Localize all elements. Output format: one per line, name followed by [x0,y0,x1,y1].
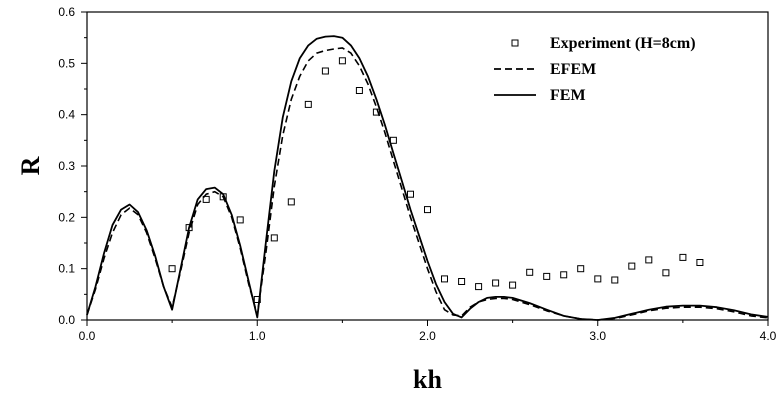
experiment-point [304,100,312,108]
legend-label: Experiment (H=8cm) [550,35,696,52]
experiment-point [407,190,414,198]
experiment-point [509,281,517,289]
experiment-point [441,275,448,283]
y-tick-label: 0.2 [58,210,75,224]
ticks: 0.0 1.0 2.0 3.0 4.0 0.0 0.1 0.2 0.3 0.4 0.5 0.6 [58,5,776,343]
experiment-point [594,275,602,283]
experiment-point [270,234,278,242]
experiment-point [475,283,483,291]
y-tick-label: 0.4 [58,108,75,122]
legend-label: FEM [550,87,586,104]
legend: Experiment (H=8cm) EFEM FEM [494,35,696,104]
series-line-efem [86,47,769,321]
experiment-point [679,253,687,261]
experiment-point [389,136,397,144]
series-line-fem [86,35,769,321]
experiment-point [236,216,244,224]
experiment-point [202,195,210,203]
y-tick-label: 0.3 [58,159,75,173]
experiment-point [662,269,670,277]
x-tick-label: 2.0 [419,329,436,343]
legend-marker-experiment [511,39,519,47]
x-tick-label: 4.0 [760,329,777,343]
x-tick-label: 0.0 [79,329,96,343]
experiment-point [526,268,534,276]
experiment-point [543,272,551,280]
experiment-point [321,67,329,75]
experiment-point [287,198,295,206]
legend-label: EFEM [550,61,596,78]
y-tick-label: 0.1 [58,262,75,276]
experiment-point [645,256,653,264]
y-tick-label: 0.6 [58,5,75,19]
x-axis-title: kh [413,365,442,394]
y-axis-title: R [16,156,45,175]
x-tick-label: 1.0 [249,329,266,343]
experiment-point [611,276,619,284]
experiment-point [560,271,568,279]
x-tick-label: 3.0 [589,329,606,343]
y-tick-label: 0.5 [58,56,75,70]
series [86,35,769,321]
experiment-point [253,296,261,303]
y-tick-label: 0.0 [58,313,75,327]
experiment-point [492,279,500,287]
experiment-point [424,206,431,214]
experiment-point [372,108,380,116]
experiment-point [458,278,466,285]
experiment-point [628,262,636,270]
experiment-point [577,265,585,273]
experiment-point [338,57,346,65]
experiment-point [168,265,176,273]
experiment-point [696,259,704,266]
experiment-point [355,87,363,94]
